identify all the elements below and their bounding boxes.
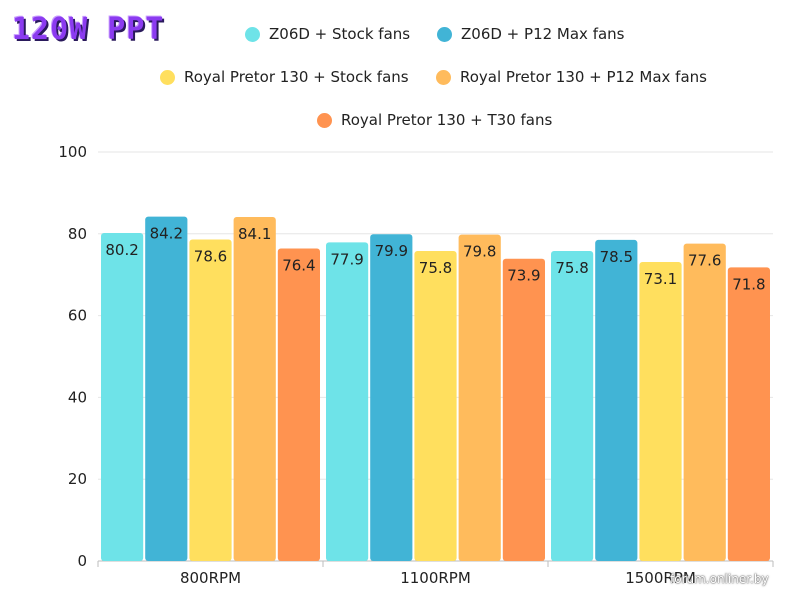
data-label: 77.9 [330,250,363,268]
chart-title: 120W PPT [12,12,165,47]
legend-label: Royal Pretor 130 + T30 fans [341,111,553,129]
data-label: 77.6 [688,252,721,270]
bar [458,234,501,562]
bar [233,217,276,561]
legend-swatch [160,69,175,85]
watermark: forum.onliner.by [670,572,769,586]
bar [414,250,457,561]
x-tick-label: 800RPM [180,569,241,587]
y-tick-label: 80 [68,225,87,243]
data-label: 78.6 [194,248,227,266]
bar [683,243,726,561]
legend-label: Royal Pretor 130 + P12 Max fans [460,68,707,86]
bar [727,267,770,561]
legend-item-z06d-stock: Z06D + Stock fans [245,25,410,43]
data-label: 79.8 [463,243,496,261]
legend-swatch [317,112,332,128]
data-label: 84.2 [150,225,183,243]
data-label: 71.8 [732,275,765,293]
bar [277,248,320,562]
data-label: 73.1 [644,270,677,288]
legend-item-rp130-t30: Royal Pretor 130 + T30 fans [317,111,552,129]
bar [639,262,682,561]
bar [189,239,232,561]
data-label: 75.8 [555,259,588,277]
y-tick-label: 60 [68,307,87,325]
legend-label: Royal Pretor 130 + Stock fans [184,68,409,86]
data-label: 78.5 [600,248,633,266]
legend-item-z06d-p12: Z06D + P12 Max fans [437,25,625,43]
bar [551,250,594,561]
y-tick-label: 0 [77,552,87,570]
data-label: 84.1 [238,225,271,243]
bar [101,232,144,561]
data-label: 75.8 [419,259,452,277]
data-label: 76.4 [282,257,315,275]
x-tick-label: 1100RPM [400,569,471,587]
legend-item-rp130-p12: Royal Pretor 130 + P12 Max fans [436,68,707,86]
y-tick-label: 40 [68,388,87,406]
legend-swatch [436,69,451,85]
data-label: 73.9 [507,267,540,285]
bar [370,234,413,562]
legend-item-rp130-stock: Royal Pretor 130 + Stock fans [160,68,409,86]
x-tick-label: 1500RPM [625,569,696,587]
y-tick-label: 20 [68,470,87,488]
legend-label: Z06D + P12 Max fans [461,25,625,43]
y-tick-label: 100 [58,143,87,161]
bar [145,216,188,561]
legend-label: Z06D + Stock fans [269,25,411,43]
bar [502,258,545,561]
bar [595,239,638,561]
bar [326,242,369,561]
data-label: 80.2 [105,241,138,259]
legend-swatch [245,26,260,42]
data-label: 79.9 [375,242,408,260]
legend-swatch [437,26,452,42]
